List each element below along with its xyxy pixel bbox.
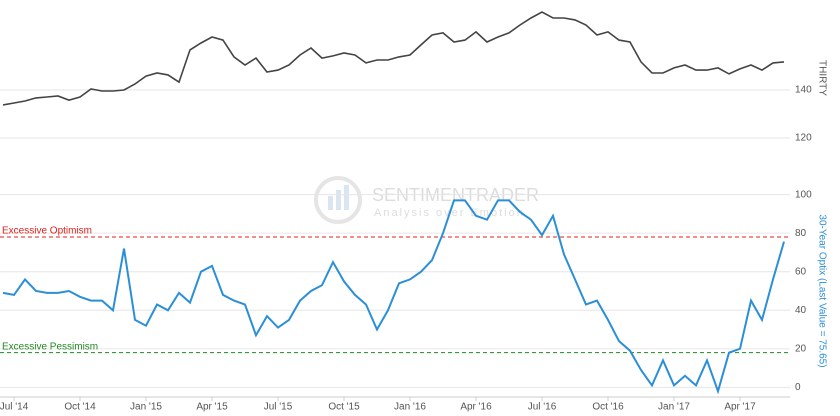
- y-tick-label: 120: [795, 133, 812, 144]
- y-tick-label: 100: [795, 189, 812, 200]
- y-tick-label: 60: [795, 266, 807, 277]
- watermark-logo: [336, 190, 341, 210]
- axis-title: 30-Year Optix (Last Value = 75.65): [816, 214, 827, 367]
- series-line: [2, 199, 785, 395]
- y-tick-label: 80: [795, 228, 807, 239]
- x-tick-label: Apr '16: [460, 402, 492, 413]
- x-tick-label: Oct '15: [328, 402, 360, 413]
- x-tick-label: Jul '16: [528, 402, 557, 413]
- x-tick-label: Apr '17: [724, 402, 756, 413]
- x-tick-label: Jul '15: [264, 402, 293, 413]
- watermark-subtitle: Analysis over Emotion: [374, 207, 525, 219]
- y-tick-label: 20: [795, 343, 807, 354]
- axis-title: THIRTY: [816, 60, 827, 96]
- y-tick-label: 140: [795, 85, 812, 96]
- x-tick-label: Jul '14: [0, 402, 29, 413]
- watermark-logo: [344, 185, 349, 210]
- x-tick-label: Oct '14: [64, 402, 96, 413]
- reference-label: Excessive Optimism: [2, 226, 92, 237]
- x-tick-label: Apr '15: [196, 402, 228, 413]
- x-tick-label: Jan '16: [394, 402, 426, 413]
- y-tick-label: 0: [795, 382, 801, 393]
- y-tick-label: 40: [795, 305, 807, 316]
- x-tick-label: Jan '17: [658, 402, 690, 413]
- reference-label: Excessive Pessimism: [2, 341, 98, 352]
- x-tick-label: Jan '15: [130, 402, 162, 413]
- watermark-logo: [328, 196, 333, 210]
- series-line: [2, 11, 785, 106]
- watermark-logo: [314, 176, 362, 224]
- x-tick-label: Oct '16: [592, 402, 624, 413]
